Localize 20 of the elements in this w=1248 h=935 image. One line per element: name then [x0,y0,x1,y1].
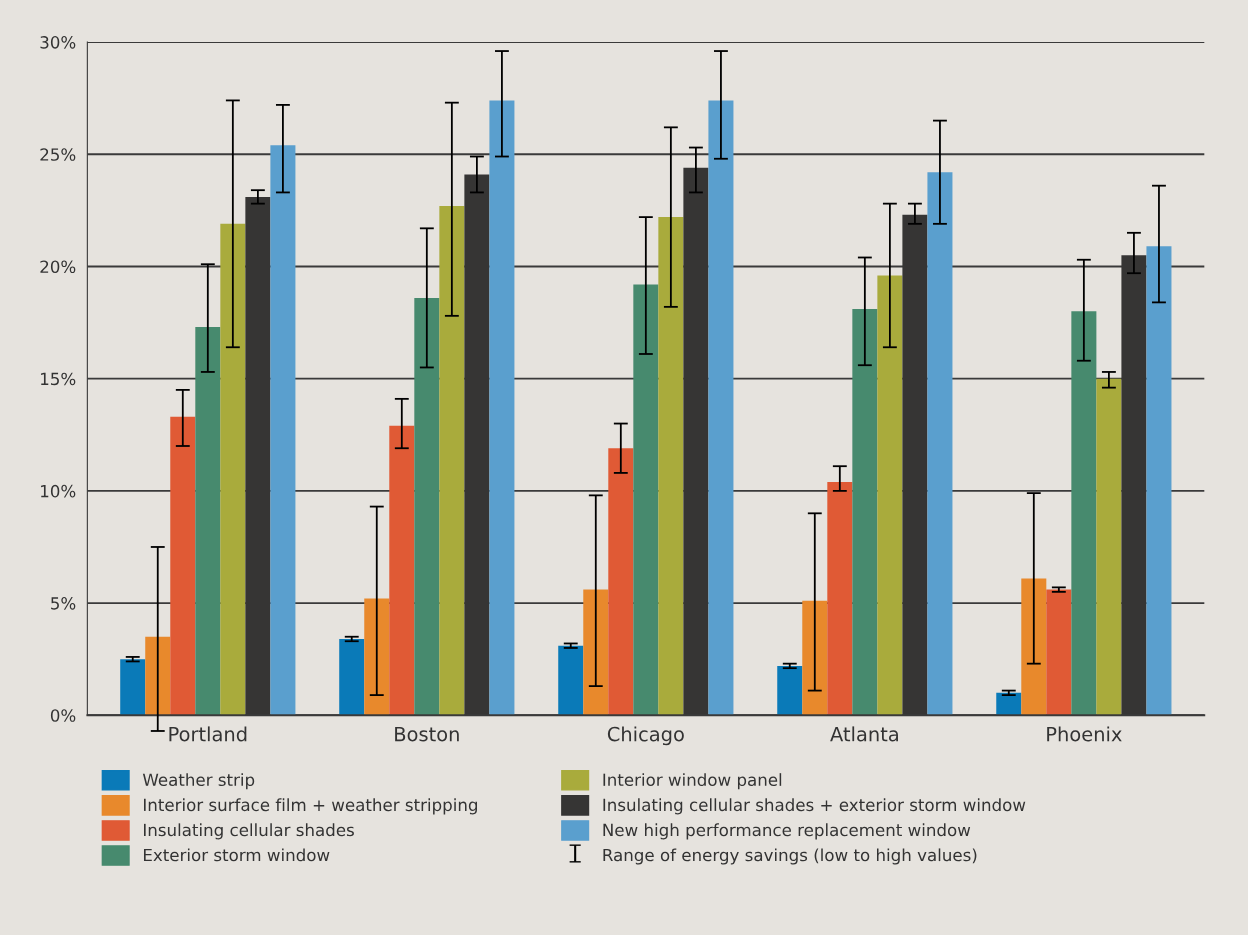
x-tick-label: Portland [169,726,247,742]
legend-label: Exterior storm window [144,848,330,862]
y-tick-label: 0% [50,709,76,722]
x-tick-label: Chicago [607,726,684,746]
x-tick-label: Boston [395,726,459,742]
legend-label: Interior surface film + weather stripping [144,798,477,815]
x-tick-label: Atlanta [830,726,898,742]
y-tick-label: 25% [40,148,76,161]
legend-label: Interior window panel [603,773,782,790]
legend-label: New high performance replacement window [603,823,971,840]
legend-label: Insulating cellular shades + exterior storm window [603,798,1026,815]
y-tick-label: 30% [40,36,76,49]
legend-label: Insulating cellular shades [144,823,354,840]
y-tick-label: 5% [51,597,76,610]
y-tick-label: 15% [41,372,76,386]
x-tick-label: Phoenix [1047,726,1122,742]
y-tick-label: 20% [40,260,76,274]
legend-label: Weather strip [142,773,255,790]
y-tick-label: 10% [41,484,76,498]
text: Range of energy savings (low to high values) [603,848,977,865]
